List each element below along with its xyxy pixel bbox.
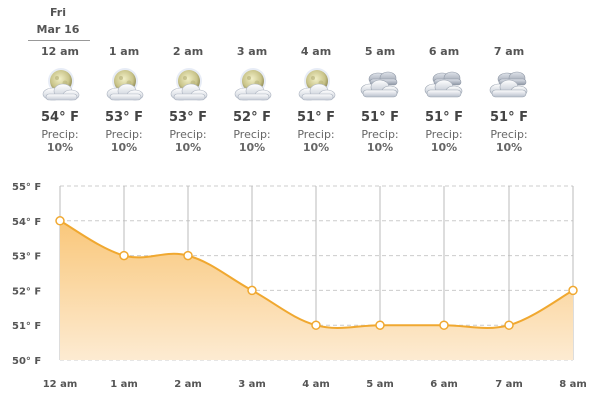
precip-label: Precip: <box>425 128 463 141</box>
hour-column: 5 am 51° F Precip: 10% <box>350 44 410 154</box>
precip-label: Precip: <box>105 128 143 141</box>
hour-column: 1 am 53° F Precip: 10% <box>94 44 154 154</box>
precip-label: Precip: <box>297 128 335 141</box>
data-point <box>311 320 321 330</box>
hour-temperature: 51° F <box>490 110 528 125</box>
cloudy-icon <box>358 64 402 104</box>
hour-temperature: 52° F <box>233 110 271 125</box>
hour-time: 5 am <box>364 45 396 58</box>
hour-time: 4 am <box>300 45 332 58</box>
data-point <box>568 285 578 296</box>
hour-temperature: 53° F <box>169 110 207 125</box>
day-divider <box>28 40 90 41</box>
moon-partly-cloudy-icon <box>230 64 274 104</box>
y-tick-label: 54° F <box>12 217 41 228</box>
precip-label: Precip: <box>490 128 528 141</box>
moon-partly-cloudy-icon <box>102 64 146 104</box>
y-tick-label: 50° F <box>12 356 41 367</box>
data-point <box>119 250 129 261</box>
y-tick-label: 52° F <box>12 286 41 297</box>
x-tick-label: 2 am <box>174 379 202 390</box>
moon-partly-cloudy-icon <box>166 64 210 104</box>
x-tick-label: 6 am <box>430 379 458 390</box>
precip-value: 10% <box>495 141 523 154</box>
precip-label: Precip: <box>361 128 399 141</box>
data-point <box>55 216 65 226</box>
data-point <box>375 320 385 330</box>
x-tick-label: 12 am <box>43 379 78 390</box>
hour-time: 6 am <box>428 45 460 58</box>
x-tick-label: 4 am <box>302 379 330 390</box>
hour-time: 2 am <box>172 45 204 58</box>
hour-column: 4 am 51° F Precip: 10% <box>286 44 346 154</box>
temperature-chart: 55° F 54° F 53° F 52° F 51° F 50° F 12 am 1 am… <box>12 182 587 390</box>
hour-temperature: 51° F <box>361 110 399 125</box>
x-tick-label: 8 am <box>559 379 587 390</box>
hour-temperature: 53° F <box>105 110 143 125</box>
y-tick-label: 53° F <box>12 252 41 263</box>
data-point <box>439 320 449 330</box>
hour-time: 12 am <box>40 45 80 58</box>
data-point <box>183 250 193 261</box>
precip-value: 10% <box>46 141 74 154</box>
data-point <box>504 320 514 330</box>
hour-column: 3 am 52° F Precip: 10% <box>222 44 282 154</box>
x-tick-label: 1 am <box>110 379 138 390</box>
y-tick-label: 51° F <box>12 321 41 332</box>
hour-temperature: 51° F <box>297 110 335 125</box>
hour-time: 7 am <box>493 45 525 58</box>
precip-value: 10% <box>430 141 458 154</box>
precip-value: 10% <box>238 141 266 154</box>
precip-value: 10% <box>302 141 330 154</box>
hour-time: 3 am <box>236 45 268 58</box>
weekday-label: Fri <box>49 6 66 19</box>
hour-column: 2 am 53° F Precip: 10% <box>158 44 218 154</box>
moon-partly-cloudy-icon <box>38 64 82 104</box>
hour-column: 6 am 51° F Precip: 10% <box>414 44 474 154</box>
moon-partly-cloudy-icon <box>294 64 338 104</box>
x-tick-label: 5 am <box>366 379 394 390</box>
hour-column: 12 am 54° F Precip: 10% <box>30 44 90 154</box>
precip-value: 10% <box>366 141 394 154</box>
hour-column: 7 am 51° F Precip: 10% <box>479 44 539 154</box>
precip-label: Precip: <box>169 128 207 141</box>
x-tick-label: 3 am <box>238 379 266 390</box>
hour-temperature: 54° F <box>41 110 79 125</box>
cloudy-icon <box>487 64 531 104</box>
hour-temperature: 51° F <box>425 110 463 125</box>
precip-label: Precip: <box>41 128 79 141</box>
precip-label: Precip: <box>233 128 271 141</box>
cloudy-icon <box>422 64 466 104</box>
temperature-area-fill <box>60 220 573 360</box>
day-header: Fri Mar 16 <box>26 4 90 38</box>
y-tick-label: 55° F <box>12 182 41 193</box>
x-tick-label: 7 am <box>495 379 523 390</box>
hour-time: 1 am <box>108 45 140 58</box>
data-point <box>247 285 257 296</box>
precip-value: 10% <box>174 141 202 154</box>
precip-value: 10% <box>110 141 138 154</box>
date-label: Mar 16 <box>36 23 80 36</box>
